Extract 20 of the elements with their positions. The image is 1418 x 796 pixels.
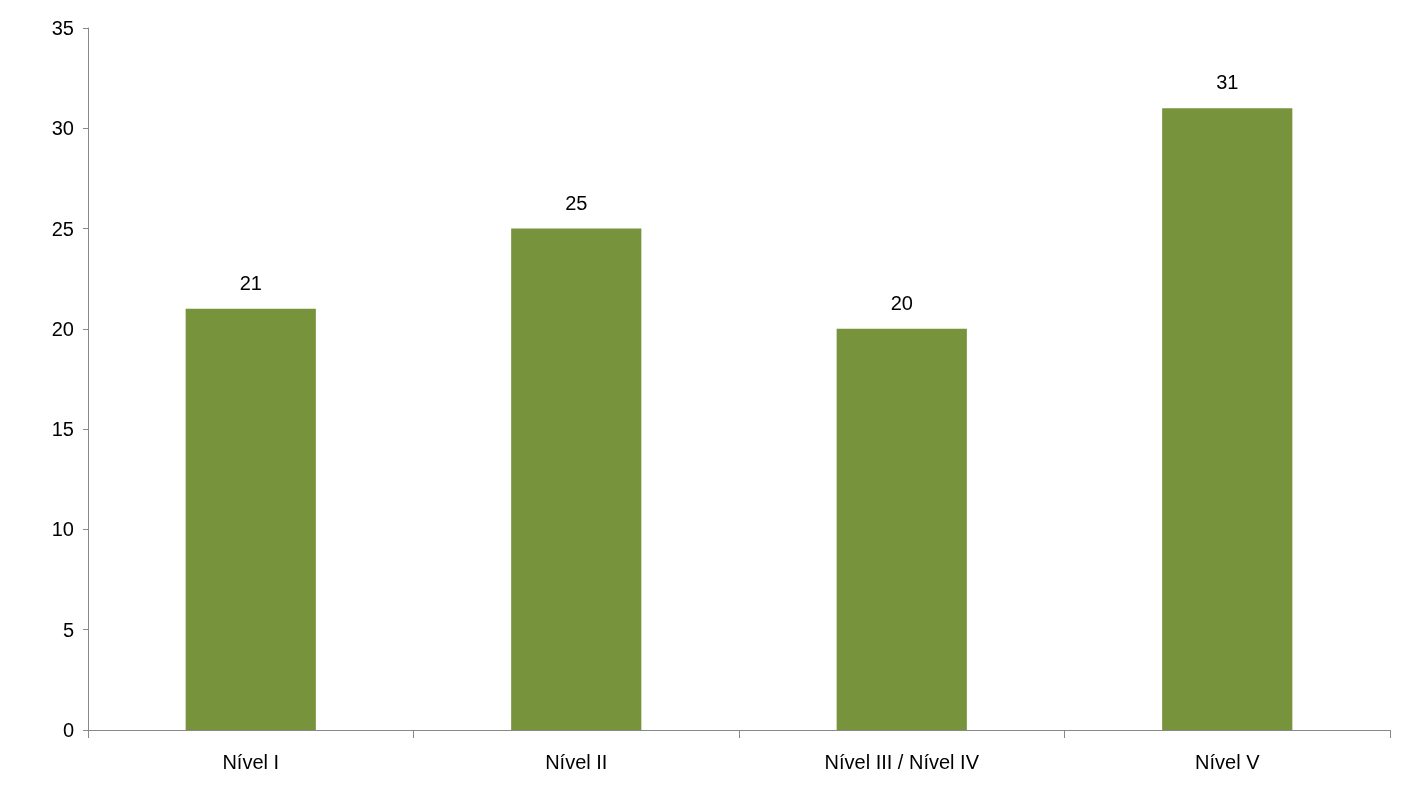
bar [836,328,967,730]
data-label: 25 [565,191,588,214]
y-tick-label: 20 [51,317,74,340]
x-tick-label: Nível III / Nível IV [824,751,980,773]
y-tick-label: 25 [51,217,74,240]
data-label: 20 [890,291,913,314]
data-label: 31 [1216,71,1239,94]
y-tick-label: 5 [62,618,74,641]
y-tick-label: 15 [51,418,74,441]
y-tick-label: 30 [51,117,74,140]
y-tick-label: 35 [51,17,74,39]
bar [185,308,316,730]
x-tick-label: Nível V [1195,751,1261,773]
bar [511,228,642,730]
y-tick-label: 0 [62,719,74,741]
y-tick-label: 10 [51,518,74,541]
data-label: 21 [239,271,262,294]
bar [1162,108,1293,730]
x-tick-label: Nível I [222,751,280,773]
x-tick-label: Nível II [545,751,608,773]
